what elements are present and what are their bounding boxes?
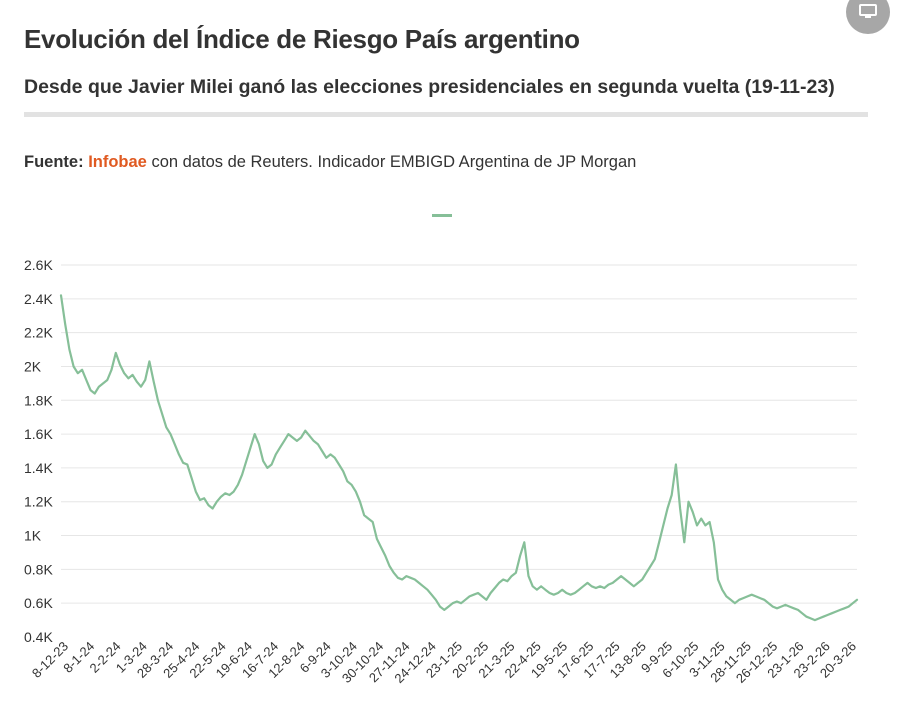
header-divider — [24, 112, 868, 117]
monitor-icon — [859, 4, 877, 18]
y-tick-label: 0.8K — [24, 561, 53, 577]
chart-title: Evolución del Índice de Riesgo País arge… — [24, 24, 580, 54]
y-tick-label: 2.4K — [24, 291, 53, 307]
y-tick-label: 0.6K — [24, 595, 53, 611]
series-line[interactable] — [59, 294, 859, 622]
chart-subtitle: Desde que Javier Milei ganó las eleccion… — [24, 76, 835, 98]
source-label: Fuente: — [24, 153, 84, 171]
y-tick-label: 1.8K — [24, 392, 53, 408]
y-tick-label: 1.6K — [24, 426, 53, 442]
screen-toggle-button[interactable] — [846, 0, 890, 34]
series-group — [59, 294, 859, 622]
gridlines — [61, 264, 857, 604]
source-link[interactable]: Infobae — [88, 153, 147, 171]
y-tick-label: 2.6K — [24, 257, 53, 273]
y-tick-label: 1.2K — [24, 494, 53, 510]
y-tick-label: 2.2K — [24, 325, 53, 341]
legend-swatch[interactable] — [432, 214, 452, 217]
source-line: Fuente: Infobae con datos de Reuters. In… — [24, 153, 636, 172]
y-axis-labels: 0.4K 0.6K 0.8K 1K 1.2K 1.4K 1.6K 1.8K 2K 2.2K 2.4K… — [24, 257, 53, 645]
y-tick-label: 1.4K — [24, 460, 53, 476]
y-tick-label: 2K — [24, 358, 42, 374]
source-text: con datos de Reuters. Indicador EMBIGD A… — [146, 153, 637, 171]
y-tick-label: 1K — [24, 528, 42, 544]
x-axis-labels: 8-12-238-1-242-2-241-3-2428-3-2425-4-242… — [29, 639, 859, 686]
chart-legend — [432, 214, 452, 217]
y-tick-label: 0.4K — [24, 629, 53, 645]
